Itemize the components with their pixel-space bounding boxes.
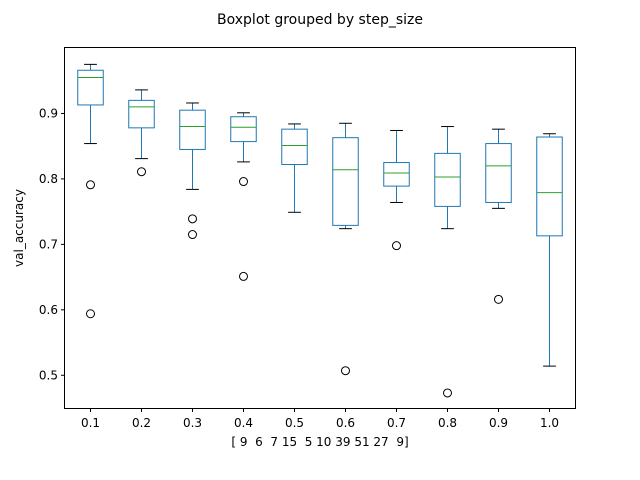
outlier-point — [188, 214, 197, 224]
outlier-point — [494, 294, 503, 304]
outlier-point — [137, 167, 146, 177]
box-group — [281, 123, 308, 213]
outlier-point — [86, 180, 95, 190]
y-tick-label: 0.9 — [39, 106, 58, 120]
box — [179, 109, 206, 150]
box — [434, 152, 461, 207]
outlier-point — [239, 271, 248, 281]
box-group — [77, 63, 104, 319]
x-tick-label: 0.8 — [438, 416, 457, 430]
outlier-point — [188, 230, 197, 240]
outlier-point — [392, 241, 401, 251]
box-group — [230, 112, 257, 281]
x-tick-label: 0.3 — [183, 416, 202, 430]
y-tick-label: 0.6 — [39, 303, 58, 317]
y-axis: 0.5 0.6 0.7 0.8 0.9 — [39, 106, 65, 382]
outlier-point — [86, 309, 95, 319]
box — [128, 99, 155, 129]
x-tick-label: 0.6 — [336, 416, 355, 430]
chart-marks — [77, 63, 563, 398]
box — [77, 69, 104, 106]
outlier-point — [443, 388, 452, 398]
box-group — [383, 129, 410, 251]
box — [332, 137, 359, 226]
box-group — [434, 126, 461, 398]
outlier-point — [341, 366, 350, 376]
y-tick-label: 0.8 — [39, 172, 58, 186]
box-group — [332, 122, 359, 376]
plot-frame — [64, 47, 576, 409]
box — [281, 128, 308, 166]
x-tick-label: 0.5 — [285, 416, 304, 430]
box — [536, 136, 563, 237]
x-tick-label: 0.2 — [132, 416, 151, 430]
x-tick-label: 1.0 — [540, 416, 559, 430]
x-tick-label: 0.1 — [81, 416, 100, 430]
box-group — [179, 102, 206, 240]
x-tick-label: 0.4 — [234, 416, 253, 430]
box — [485, 143, 512, 203]
x-tick-label: 0.7 — [387, 416, 406, 430]
x-axis: 0.1 0.2 0.3 0.4 0.5 0.6 0.7 0.8 0.9 1.0 — [81, 408, 559, 430]
y-axis-label: val_accuracy — [12, 189, 26, 267]
y-tick-label: 0.7 — [39, 237, 58, 251]
chart-title: Boxplot grouped by step_size — [217, 12, 423, 28]
x-tick-label: 0.9 — [489, 416, 508, 430]
y-tick-label: 0.5 — [39, 368, 58, 382]
outlier-point — [239, 177, 248, 187]
box-group — [128, 89, 155, 177]
box-group — [485, 128, 512, 304]
x-axis-label: [ 9 6 7 15 5 10 39 51 27 9] — [231, 435, 408, 449]
box-group — [536, 133, 563, 367]
box — [230, 116, 257, 143]
box — [383, 162, 410, 187]
